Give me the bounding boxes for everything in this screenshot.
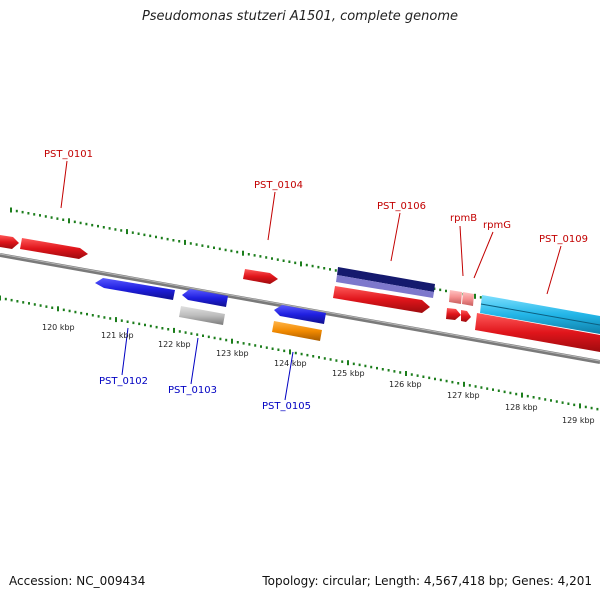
genome-summary-text: Topology: circular; Length: 4,567,418 bp…	[262, 574, 592, 588]
genome-backbone-highlight	[0, 253, 600, 362]
gene-box-rpmg[interactable]	[462, 292, 474, 306]
tick-label-122: 122 kbp	[158, 340, 191, 349]
forward-features	[0, 235, 600, 352]
tick-label-121: 121 kbp	[101, 331, 134, 340]
tick-label-126: 126 kbp	[389, 380, 422, 389]
gene-arrow-pst-0100[interactable]	[0, 235, 19, 249]
scale-tick-labels: 120 kbp 121 kbp 122 kbp 123 kbp 124 kbp …	[42, 323, 595, 425]
lower-gene-labels: PST_0102 PST_0103 PST_0105	[99, 376, 311, 412]
gene-label-pst-0104[interactable]: PST_0104	[254, 180, 303, 191]
gene-label-pst-0105[interactable]: PST_0105	[262, 401, 311, 412]
gene-label-rpmg[interactable]: rpmG	[483, 220, 511, 231]
tick-label-125: 125 kbp	[332, 369, 365, 378]
gene-label-pst-0102[interactable]: PST_0102	[99, 376, 148, 387]
gene-bar-pst-0105[interactable]	[272, 321, 322, 341]
gene-bar-pst-0109-edge	[480, 303, 600, 326]
gene-arrow-pst-0103-cds[interactable]	[182, 289, 228, 307]
gene-arrow-pst-0102[interactable]	[95, 278, 175, 300]
gene-label-rpmb[interactable]: rpmB	[450, 213, 477, 224]
accession-text: Accession: NC_009434	[9, 574, 146, 588]
gene-box-rpmb[interactable]	[449, 290, 462, 304]
reverse-features	[95, 278, 326, 341]
lower-scale-ticks	[0, 295, 599, 411]
tick-label-120: 120 kbp	[42, 323, 75, 332]
gene-arrow-pst-0101[interactable]	[20, 238, 88, 259]
tick-label-128: 128 kbp	[505, 403, 538, 412]
genome-title: Pseudomonas stutzeri A1501, complete gen…	[141, 9, 459, 24]
upper-label-leaders	[60, 160, 562, 295]
gene-arrow-pst-0105-cds[interactable]	[274, 305, 326, 324]
gene-label-pst-0106[interactable]: PST_0106	[377, 201, 426, 212]
tick-label-127: 127 kbp	[447, 391, 480, 400]
gene-arrow-rpmb[interactable]	[446, 308, 461, 320]
gene-label-pst-0109[interactable]: PST_0109	[539, 234, 588, 245]
gene-arrow-pst-0106[interactable]	[333, 286, 430, 313]
upper-gene-labels: PST_0101 PST_0104 PST_0106 rpmB rpmG PST…	[44, 149, 588, 245]
gene-arrow-pst-0104[interactable]	[243, 269, 278, 284]
gene-bar-purple[interactable]	[336, 275, 434, 298]
gene-arrow-rpmg[interactable]	[461, 310, 471, 322]
gene-bar-dark-blue[interactable]	[337, 267, 435, 292]
tick-label-123: 123 kbp	[216, 349, 249, 358]
gene-bar-pst-0103[interactable]	[179, 306, 225, 325]
lower-label-leaders	[121, 327, 294, 401]
tick-label-129: 129 kbp	[562, 416, 595, 425]
tick-label-124: 124 kbp	[274, 359, 307, 368]
gene-label-pst-0103[interactable]: PST_0103	[168, 385, 217, 396]
gene-label-pst-0101[interactable]: PST_0101	[44, 149, 93, 160]
gene-arrow-pst-0110[interactable]	[475, 313, 600, 352]
